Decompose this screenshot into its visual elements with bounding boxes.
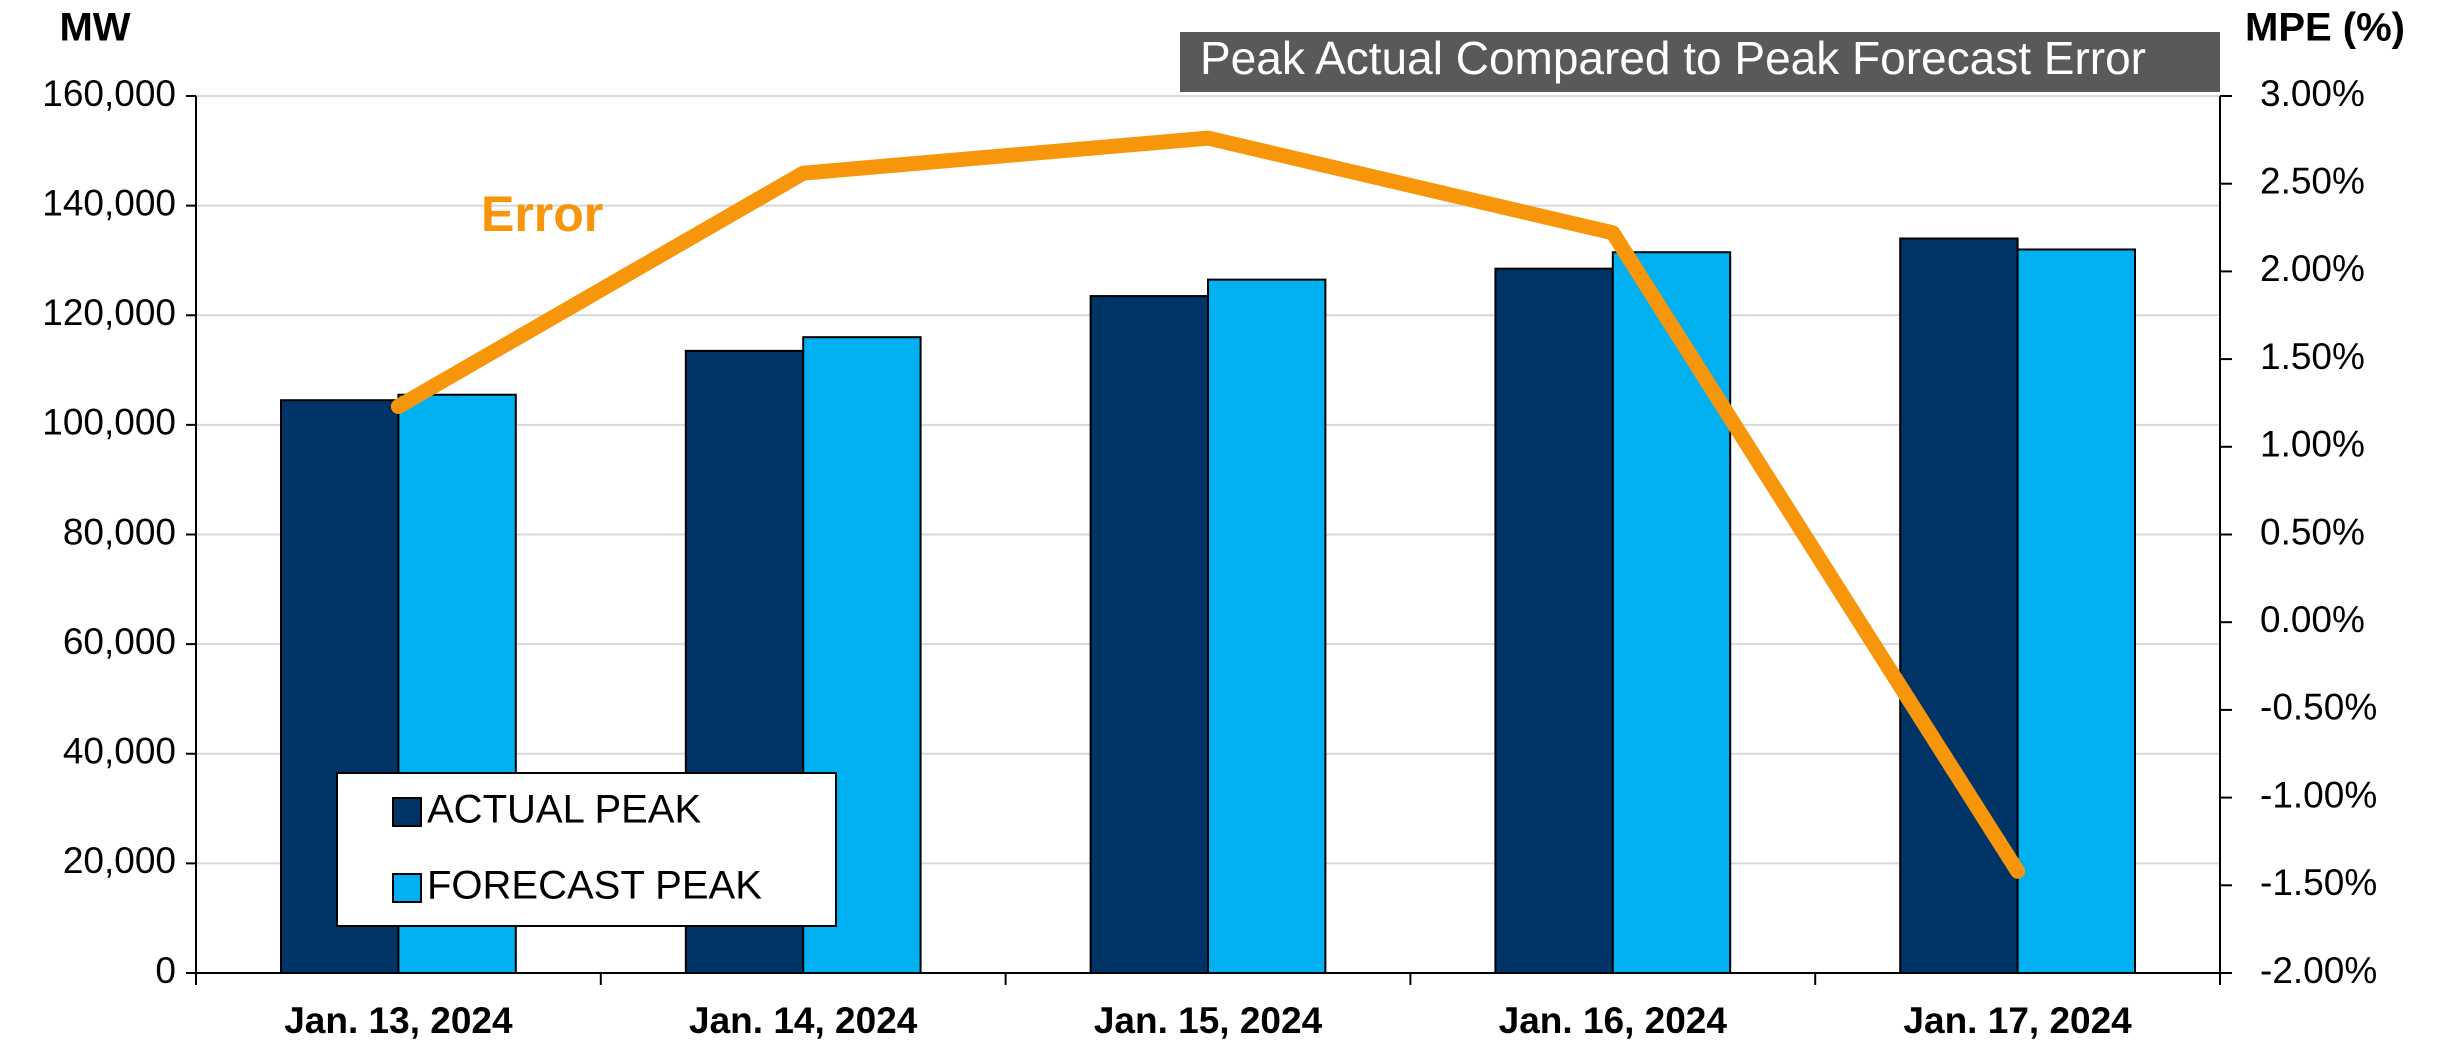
y-tick-label: 120,000 [42,292,176,333]
y-tick-label: 60,000 [63,621,176,662]
y2-tick-label: 2.50% [2260,160,2365,201]
y-tick-label: 100,000 [42,402,176,443]
x-tick-label: Jan. 15, 2024 [1094,1000,1323,1041]
y2-tick-label: -2.00% [2260,950,2377,991]
y2-tick-label: 1.50% [2260,336,2365,377]
bar [1089,295,1210,974]
x-tick-label: Jan. 16, 2024 [1499,1000,1728,1041]
y-tick-label: 40,000 [63,731,176,772]
y2-tick-label: 3.00% [2260,73,2365,114]
x-tick-label: Jan. 17, 2024 [1903,1000,2132,1041]
bar [1207,278,1327,974]
y-tick-label: 160,000 [42,73,176,114]
bar [1899,237,2019,974]
y-axis-label: MW [59,6,130,50]
y-tick-label: 20,000 [63,840,176,881]
bar [2016,248,2136,975]
x-tick-label: Jan. 13, 2024 [284,1000,513,1041]
legend-swatch [392,797,422,827]
y2-tick-label: 2.00% [2260,248,2365,289]
y2-tick-label: -1.50% [2260,862,2377,903]
x-tick-label: Jan. 14, 2024 [689,1000,918,1041]
y-tick-label: 0 [155,950,176,991]
chart-title: Peak Actual Compared to Peak Forecast Er… [1200,32,2146,84]
title-box [1180,32,2220,92]
y2-axis-label: MPE (%) [2245,6,2405,50]
bar [1611,251,1732,974]
legend-swatch [392,873,422,903]
y2-tick-label: -1.00% [2260,774,2377,815]
line-series [390,130,2026,879]
y2-tick-label: 1.00% [2260,424,2365,465]
y2-tick-label: 0.50% [2260,511,2365,552]
line-label: Error [481,186,603,242]
y2-tick-label: -0.50% [2260,687,2377,728]
y-tick-label: 80,000 [63,511,176,552]
y-tick-label: 140,000 [42,182,176,223]
legend-label: ACTUAL PEAK [427,788,701,832]
y2-tick-label: 0.00% [2260,599,2365,640]
legend-label: FORECAST PEAK [427,864,762,908]
bar [1494,267,1614,974]
